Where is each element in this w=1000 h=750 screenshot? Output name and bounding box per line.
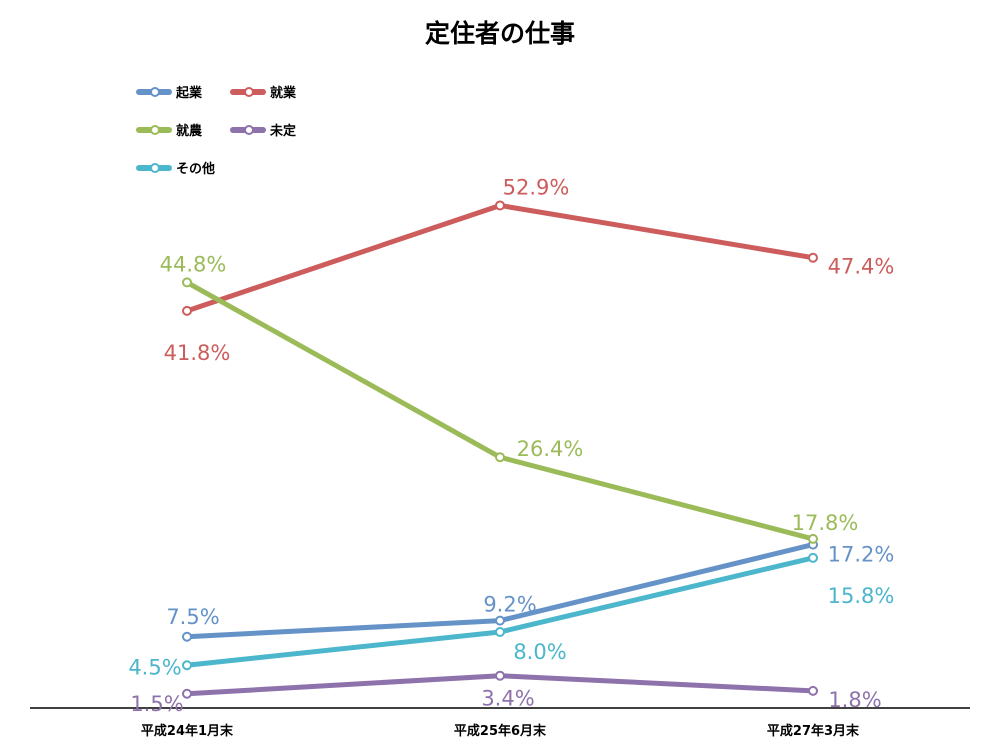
data-point [495, 627, 505, 637]
legend-item-shugyo: 就業 [230, 82, 296, 101]
data-label: 1.5% [130, 692, 183, 716]
series-line-2 [184, 279, 816, 542]
data-label: 26.4% [517, 437, 584, 461]
data-label: 15.8% [828, 584, 895, 608]
data-label: 47.4% [828, 255, 895, 279]
data-label: 3.4% [481, 687, 534, 711]
series-line-1 [184, 202, 816, 314]
legend-label-shugyo: 就業 [270, 86, 297, 101]
data-point [495, 452, 505, 463]
legend-swatch-shuno [136, 124, 172, 135]
x-tick-label: 平成27年3月末 [767, 723, 860, 739]
data-label: 4.5% [128, 655, 181, 679]
legend-label-mitei: 未定 [270, 124, 297, 139]
data-point [495, 200, 505, 211]
data-label: 8.0% [513, 640, 566, 664]
data-label: 1.8% [828, 688, 881, 712]
data-label: 44.8% [160, 252, 227, 276]
legend-label-sonota: その他 [176, 162, 216, 177]
data-point [808, 552, 818, 563]
data-label: 7.5% [166, 605, 219, 629]
data-point [182, 660, 192, 671]
data-point [808, 533, 818, 544]
data-point [182, 277, 192, 288]
x-tick-label: 平成25年6月末 [454, 723, 547, 739]
legend-item-kigyo: 起業 [136, 82, 202, 101]
data-label: 9.2% [483, 593, 536, 617]
legend-label-shuno: 就農 [176, 124, 203, 139]
data-point [182, 631, 192, 642]
data-point [495, 670, 505, 681]
data-point [182, 305, 192, 316]
data-point [808, 685, 818, 696]
legend-swatch-kigyo [136, 86, 172, 97]
data-label: 41.8% [164, 341, 231, 365]
data-point [182, 688, 192, 699]
data-label: 17.8% [792, 511, 859, 535]
x-tick-label: 平成24年1月末 [141, 723, 234, 739]
legend-swatch-shugyo [230, 86, 266, 97]
data-label: 17.2% [828, 543, 895, 567]
legend-item-shuno: 就農 [136, 120, 202, 139]
data-point [495, 615, 505, 626]
legend: 起業 就業 就農 未定 その他 [136, 82, 336, 182]
legend-item-sonota: その他 [136, 158, 215, 177]
legend-swatch-sonota [136, 162, 172, 173]
chart-title: 定住者の仕事 [424, 19, 575, 48]
legend-swatch-mitei [230, 124, 266, 135]
legend-item-mitei: 未定 [230, 120, 296, 139]
legend-label-kigyo: 起業 [176, 86, 203, 101]
data-label: 52.9% [503, 175, 570, 199]
data-point [808, 252, 818, 263]
